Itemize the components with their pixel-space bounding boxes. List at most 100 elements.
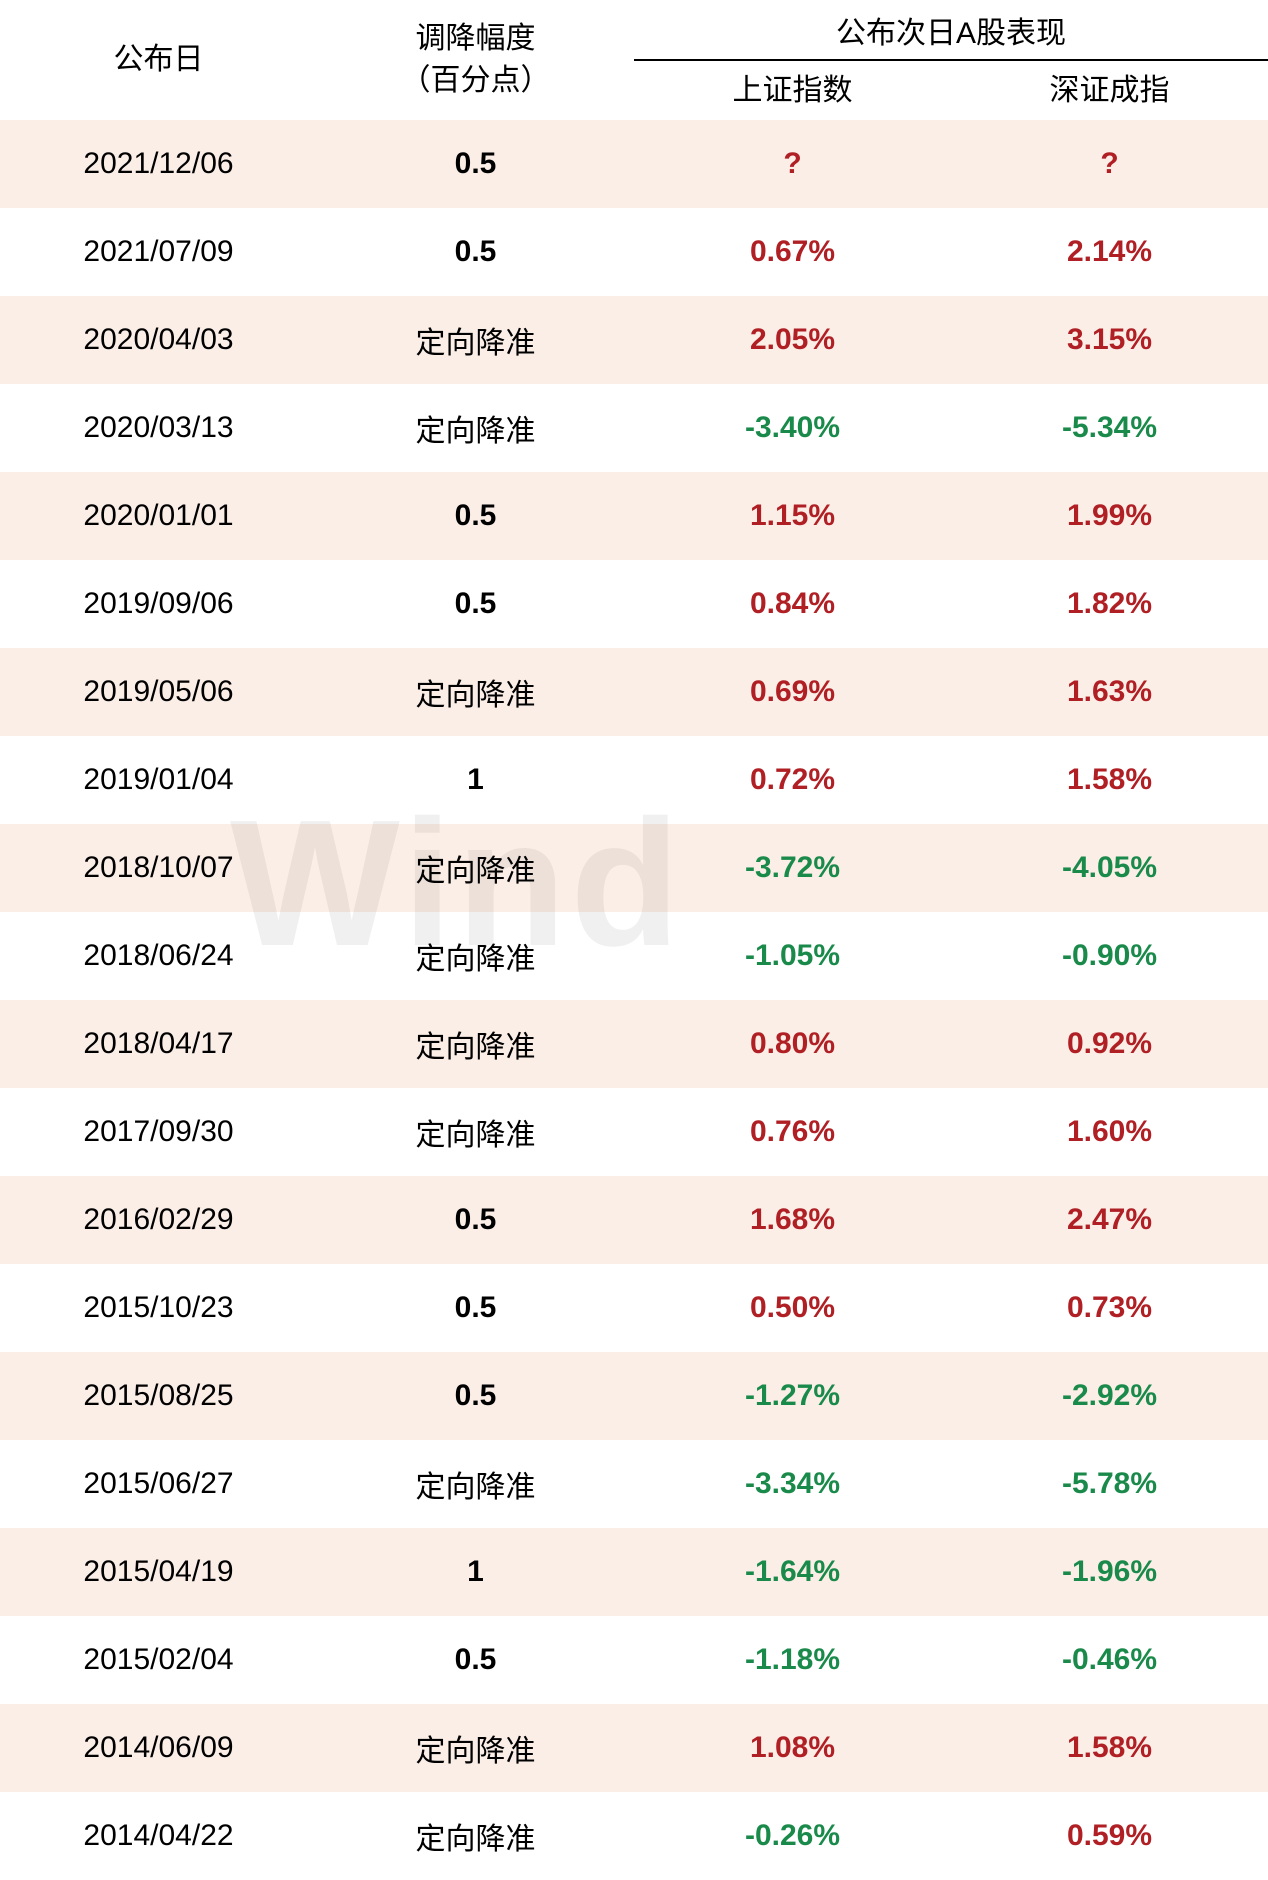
table-row: 2015/08/250.5-1.27%-2.92% <box>0 1352 1268 1440</box>
cell-sh-index: 1.15% <box>634 472 951 560</box>
cell-sh-index: -1.64% <box>634 1528 951 1616</box>
table-row: 2015/10/230.50.50%0.73% <box>0 1264 1268 1352</box>
cell-date: 2018/06/24 <box>0 912 317 1000</box>
cell-sh-index: 1.08% <box>634 1704 951 1792</box>
table-row: 2019/09/060.50.84%1.82% <box>0 560 1268 648</box>
cell-date: 2015/08/25 <box>0 1352 317 1440</box>
cell-sh-index: -1.18% <box>634 1616 951 1704</box>
cell-amount: 定向降准 <box>317 1792 634 1880</box>
cell-date: 2018/10/07 <box>0 824 317 912</box>
cell-sz-index: -2.92% <box>951 1352 1268 1440</box>
cell-date: 2015/02/04 <box>0 1616 317 1704</box>
table-row: 2016/02/290.51.68%2.47% <box>0 1176 1268 1264</box>
header-amount-line1: 调降幅度 <box>416 22 536 55</box>
header-sh: 上证指数 <box>634 60 951 120</box>
cell-amount: 0.5 <box>317 208 634 296</box>
cell-amount: 定向降准 <box>317 1088 634 1176</box>
cell-amount: 0.5 <box>317 472 634 560</box>
table-row: 2019/05/06定向降准0.69%1.63% <box>0 648 1268 736</box>
cell-sh-index: 0.67% <box>634 208 951 296</box>
cell-sz-index: ? <box>951 120 1268 208</box>
cell-date: 2021/12/06 <box>0 120 317 208</box>
table-row: 2014/06/09定向降准1.08%1.58% <box>0 1704 1268 1792</box>
cell-sh-index: -3.72% <box>634 824 951 912</box>
cell-sz-index: 1.63% <box>951 648 1268 736</box>
cell-sh-index: 0.76% <box>634 1088 951 1176</box>
cell-date: 2019/09/06 <box>0 560 317 648</box>
cell-date: 2020/01/01 <box>0 472 317 560</box>
table-row: 2021/07/090.50.67%2.14% <box>0 208 1268 296</box>
cell-sz-index: -5.78% <box>951 1440 1268 1528</box>
cell-amount: 定向降准 <box>317 1440 634 1528</box>
cell-date: 2020/03/13 <box>0 384 317 472</box>
table-row: 2015/06/27定向降准-3.34%-5.78% <box>0 1440 1268 1528</box>
cell-amount: 0.5 <box>317 1264 634 1352</box>
cell-sz-index: 1.99% <box>951 472 1268 560</box>
cell-date: 2015/10/23 <box>0 1264 317 1352</box>
cell-sh-index: -1.27% <box>634 1352 951 1440</box>
cell-date: 2014/04/22 <box>0 1792 317 1880</box>
table-row: 2018/04/17定向降准0.80%0.92% <box>0 1000 1268 1088</box>
table-row: 2014/04/22定向降准-0.26%0.59% <box>0 1792 1268 1880</box>
cell-sz-index: -0.46% <box>951 1616 1268 1704</box>
header-sz: 深证成指 <box>951 60 1268 120</box>
cell-amount: 定向降准 <box>317 384 634 472</box>
cell-sz-index: 1.82% <box>951 560 1268 648</box>
table-row: 2017/09/30定向降准0.76%1.60% <box>0 1088 1268 1176</box>
cell-sz-index: 0.59% <box>951 1792 1268 1880</box>
cell-sz-index: 0.92% <box>951 1000 1268 1088</box>
cell-sh-index: 2.05% <box>634 296 951 384</box>
cell-sz-index: 0.73% <box>951 1264 1268 1352</box>
table-row: 2021/12/060.5?? <box>0 120 1268 208</box>
cell-date: 2015/04/19 <box>0 1528 317 1616</box>
cell-sz-index: -0.90% <box>951 912 1268 1000</box>
cell-sz-index: 3.15% <box>951 296 1268 384</box>
cell-amount: 1 <box>317 1528 634 1616</box>
table-row: 2020/03/13定向降准-3.40%-5.34% <box>0 384 1268 472</box>
cell-amount: 定向降准 <box>317 1000 634 1088</box>
cell-amount: 定向降准 <box>317 912 634 1000</box>
cell-date: 2015/06/27 <box>0 1440 317 1528</box>
cell-sh-index: 0.50% <box>634 1264 951 1352</box>
cell-sh-index: 0.80% <box>634 1000 951 1088</box>
table-row: 2018/10/07定向降准-3.72%-4.05% <box>0 824 1268 912</box>
cell-sz-index: -1.96% <box>951 1528 1268 1616</box>
cell-sh-index: -1.05% <box>634 912 951 1000</box>
cell-sz-index: 2.47% <box>951 1176 1268 1264</box>
table-row: 2018/06/24定向降准-1.05%-0.90% <box>0 912 1268 1000</box>
cell-sz-index: 2.14% <box>951 208 1268 296</box>
cell-date: 2014/06/09 <box>0 1704 317 1792</box>
cell-date: 2016/02/29 <box>0 1176 317 1264</box>
cell-amount: 定向降准 <box>317 1704 634 1792</box>
cell-sz-index: 1.58% <box>951 1704 1268 1792</box>
rrr-cut-history-table: 公布日 调降幅度 （百分点） 公布次日A股表现 上证指数 深证成指 2021/1… <box>0 0 1268 1880</box>
cell-sh-index: 0.84% <box>634 560 951 648</box>
cell-sz-index: -4.05% <box>951 824 1268 912</box>
cell-date: 2020/04/03 <box>0 296 317 384</box>
cell-sz-index: 1.58% <box>951 736 1268 824</box>
cell-amount: 1 <box>317 736 634 824</box>
cell-amount: 0.5 <box>317 1352 634 1440</box>
cell-date: 2019/01/04 <box>0 736 317 824</box>
cell-date: 2018/04/17 <box>0 1000 317 1088</box>
table-row: 2019/01/0410.72%1.58% <box>0 736 1268 824</box>
table-row: 2015/02/040.5-1.18%-0.46% <box>0 1616 1268 1704</box>
cell-sh-index: 0.69% <box>634 648 951 736</box>
table-row: 2020/04/03定向降准2.05%3.15% <box>0 296 1268 384</box>
cell-date: 2017/09/30 <box>0 1088 317 1176</box>
header-amount-line2: （百分点） <box>401 64 551 97</box>
cell-amount: 0.5 <box>317 1616 634 1704</box>
cell-sh-index: 1.68% <box>634 1176 951 1264</box>
header-group: 公布次日A股表现 <box>634 0 1268 60</box>
cell-amount: 0.5 <box>317 120 634 208</box>
cell-sh-index: -3.40% <box>634 384 951 472</box>
cell-amount: 0.5 <box>317 1176 634 1264</box>
cell-sh-index: -3.34% <box>634 1440 951 1528</box>
header-amount: 调降幅度 （百分点） <box>317 0 634 120</box>
table-row: 2020/01/010.51.15%1.99% <box>0 472 1268 560</box>
cell-amount: 定向降准 <box>317 648 634 736</box>
cell-sz-index: -5.34% <box>951 384 1268 472</box>
cell-date: 2019/05/06 <box>0 648 317 736</box>
cell-amount: 定向降准 <box>317 824 634 912</box>
cell-date: 2021/07/09 <box>0 208 317 296</box>
